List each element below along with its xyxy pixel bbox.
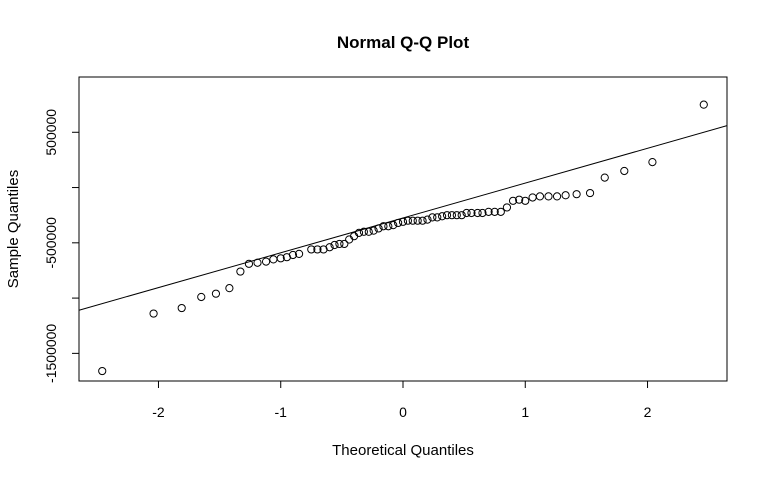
- data-point: [508, 196, 518, 205]
- data-point: [413, 216, 422, 225]
- data-point: [433, 213, 442, 222]
- y-tick-label: -1500000: [43, 324, 59, 383]
- data-point: [535, 192, 545, 201]
- data-point: [515, 195, 524, 204]
- data-point: [276, 254, 285, 263]
- x-axis: -2 -1 0 1 2: [152, 380, 652, 420]
- y-tick-label: 500000: [43, 109, 59, 156]
- data-point: [335, 239, 344, 249]
- data-point: [398, 217, 408, 226]
- data-point: [478, 208, 487, 218]
- data-point: [374, 224, 383, 233]
- data-point: [438, 212, 447, 221]
- data-point: [294, 249, 304, 258]
- x-tick-label: 0: [399, 404, 407, 420]
- data-point: [149, 309, 158, 318]
- data-point: [462, 208, 471, 218]
- data-point: [473, 208, 482, 218]
- data-point: [313, 245, 322, 254]
- data-point: [496, 207, 505, 216]
- data-point: [408, 216, 417, 225]
- data-point: [211, 289, 221, 298]
- data-point: [502, 203, 512, 212]
- data-point: [244, 259, 254, 268]
- data-point: [442, 211, 452, 220]
- data-point: [552, 192, 562, 201]
- data-point: [253, 258, 262, 267]
- data-point: [359, 227, 368, 236]
- data-point: [325, 243, 334, 252]
- data-point: [177, 303, 186, 313]
- x-tick-label: -2: [152, 404, 165, 420]
- data-point: [467, 208, 476, 218]
- data-point: [236, 267, 245, 276]
- data-point: [288, 250, 298, 260]
- y-tick-label: -500000: [43, 217, 59, 269]
- data-point: [452, 211, 461, 220]
- data-point: [403, 216, 412, 225]
- data-point: [307, 245, 316, 254]
- y-axis-label: Sample Quantiles: [5, 170, 22, 288]
- data-point: [340, 239, 349, 249]
- data-point: [428, 213, 437, 222]
- chart-title: Normal Q-Q Plot: [337, 33, 470, 52]
- data-point: [394, 218, 403, 228]
- data-point: [544, 192, 553, 201]
- data-point: [600, 173, 609, 182]
- data-point: [261, 257, 271, 266]
- data-point: [225, 284, 234, 293]
- data-point: [384, 222, 393, 231]
- data-point: [648, 158, 657, 167]
- data-points: [98, 100, 708, 376]
- x-tick-label: 2: [644, 404, 652, 420]
- data-point: [447, 211, 457, 220]
- data-point: [369, 226, 378, 235]
- x-axis-label: Theoretical Quantiles: [332, 442, 474, 459]
- data-point: [490, 207, 499, 216]
- y-axis: -1500000 -500000 500000: [43, 109, 80, 383]
- x-tick-label: -1: [275, 404, 288, 420]
- data-point: [585, 188, 595, 198]
- data-point: [197, 292, 206, 302]
- data-point: [572, 190, 581, 199]
- data-point: [364, 227, 373, 236]
- data-point: [379, 222, 388, 231]
- data-point: [561, 191, 570, 200]
- data-point: [269, 255, 278, 264]
- data-point: [354, 228, 364, 237]
- data-point: [620, 166, 629, 176]
- data-point: [528, 193, 537, 202]
- plot-frame: [78, 76, 728, 382]
- data-point: [389, 221, 398, 230]
- data-point: [699, 100, 708, 109]
- data-point: [484, 207, 493, 216]
- data-point: [330, 240, 339, 250]
- data-point: [418, 216, 427, 225]
- x-tick-label: 1: [521, 404, 529, 420]
- data-point: [457, 211, 466, 220]
- data-point: [521, 196, 530, 205]
- data-point: [98, 366, 107, 376]
- data-point: [423, 215, 432, 224]
